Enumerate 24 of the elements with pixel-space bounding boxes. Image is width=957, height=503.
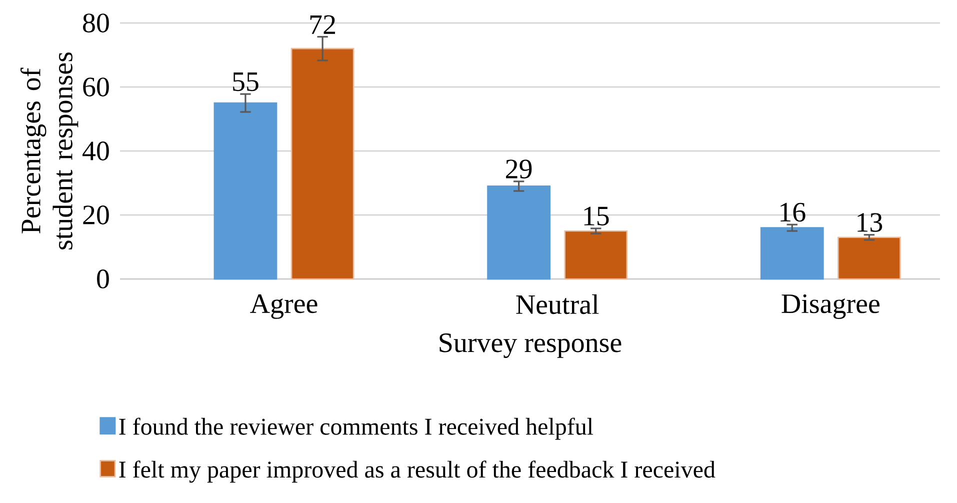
x-axis-title: Survey response xyxy=(440,333,622,358)
bar xyxy=(837,236,901,280)
y-tick-label: 20 xyxy=(83,206,109,224)
y-tick-label: 60 xyxy=(83,78,109,96)
data-label: 29 xyxy=(506,160,532,178)
bar xyxy=(564,230,628,280)
data-label: 16 xyxy=(780,202,806,222)
bar xyxy=(214,102,278,280)
bar xyxy=(487,186,550,280)
x-tick-label: Neutral xyxy=(516,294,599,314)
data-label: 13 xyxy=(858,213,882,232)
legend-label: I found the reviewer comments I received helpful xyxy=(119,418,594,440)
legend-label: I felt my paper improved as a result of the feedback I received xyxy=(119,460,716,483)
y-tick-label: 80 xyxy=(83,14,109,32)
bar xyxy=(760,227,824,280)
y-axis-title: Percentages of student responses xyxy=(20,52,78,250)
y-tick-label: 0 xyxy=(97,270,109,288)
y-tick-label: 40 xyxy=(82,142,109,160)
x-tick-label: Agree xyxy=(250,294,318,319)
data-label: 55 xyxy=(233,72,258,92)
x-tick-label: Disagree xyxy=(782,294,880,319)
data-label: 72 xyxy=(310,15,336,34)
bar xyxy=(290,48,354,280)
data-label: 15 xyxy=(584,206,609,226)
